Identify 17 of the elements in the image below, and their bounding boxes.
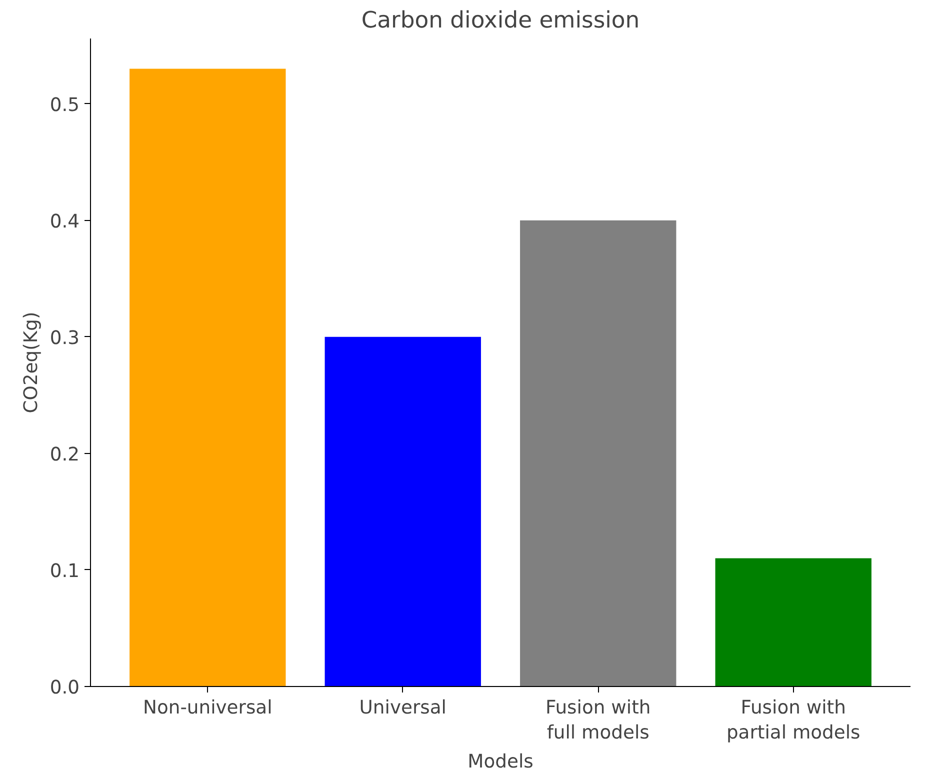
x-tick-label: Fusion with full models — [546, 698, 651, 744]
x-tick-label: Universal — [359, 698, 446, 718]
bar — [520, 220, 676, 686]
x-tick-label: Non-universal — [143, 698, 272, 718]
y-tick-label: 0.4 — [50, 211, 80, 232]
bar — [324, 336, 481, 686]
x-axis-title: Models — [468, 752, 534, 773]
x-tick-label: Fusion with partial models — [726, 698, 860, 744]
y-tick-label: 0.5 — [50, 94, 80, 116]
bar — [715, 558, 872, 686]
y-tick-label: 0.1 — [50, 560, 80, 582]
bar — [130, 68, 286, 686]
y-tick-label: 0.3 — [50, 328, 80, 349]
y-tick-label: 0.2 — [50, 444, 80, 466]
y-axis-title: CO2eq(Kg) — [20, 312, 42, 414]
chart-title: Carbon dioxide emission — [361, 8, 640, 34]
y-tick-label: 0.0 — [50, 678, 80, 698]
